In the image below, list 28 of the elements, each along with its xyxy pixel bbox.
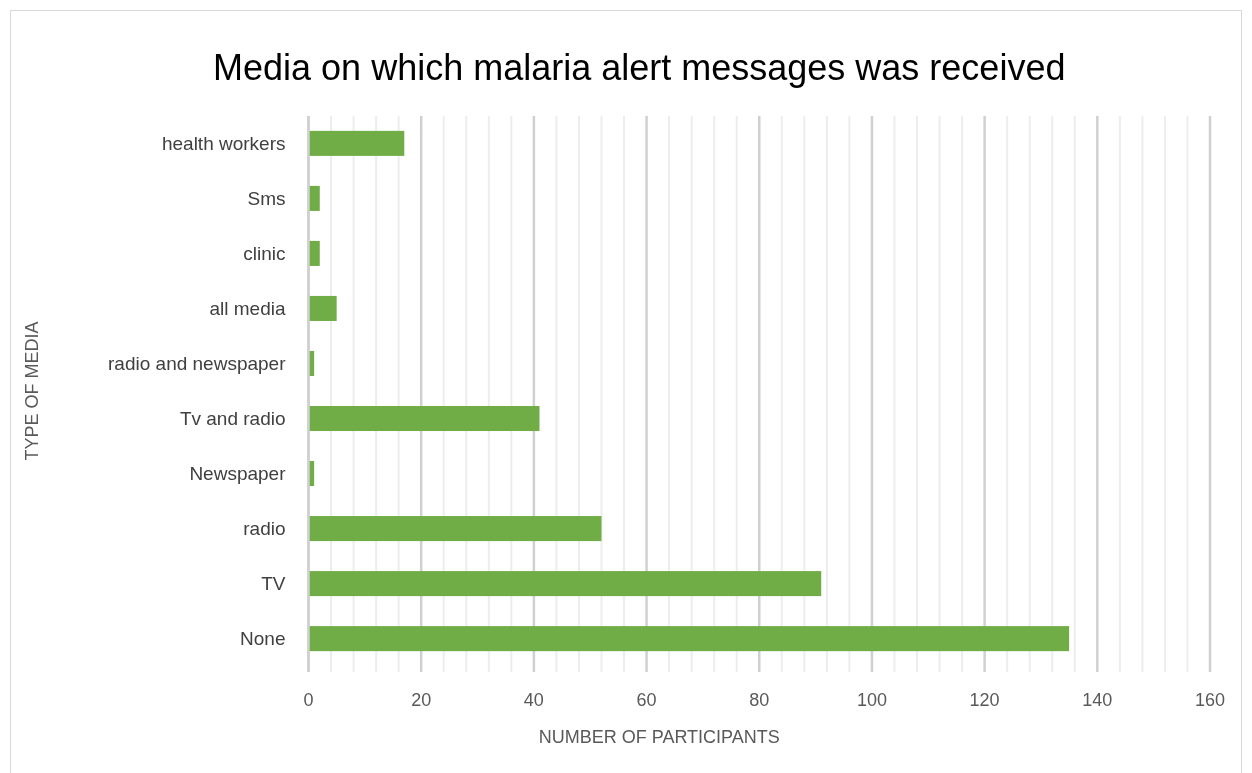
y-tick-label: all media [209, 298, 286, 320]
x-tick-label: 160 [1194, 690, 1226, 710]
x-tick-label: 60 [636, 690, 657, 710]
x-tick-label: 20 [411, 690, 432, 710]
x-tick-label: 100 [856, 690, 887, 710]
bar [308, 295, 337, 321]
y-tick-label: Sms [247, 188, 286, 210]
x-axis-title: NUMBER OF PARTICIPANTS [538, 727, 780, 747]
y-tick-label: Tv and radio [179, 408, 286, 430]
x-tick-label: 140 [1082, 690, 1113, 710]
y-tick-label: TV [261, 573, 286, 595]
y-tick-label: clinic [243, 243, 286, 265]
bar [308, 571, 822, 597]
x-tick-label: 40 [523, 690, 544, 710]
y-axis-title: TYPE OF MEDIA [22, 321, 42, 461]
x-tick-label: 0 [303, 690, 314, 710]
bar [308, 406, 540, 432]
bar [308, 130, 405, 156]
y-tick-label: health workers [161, 133, 286, 155]
y-tick-label: Newspaper [189, 463, 287, 485]
chart-title: Media on which malaria alert messages was received [213, 47, 1066, 88]
bar [308, 626, 1070, 652]
x-tick-label: 120 [969, 690, 1000, 710]
y-tick-label: radio [243, 518, 286, 540]
y-tick-label: radio and newspaper [108, 353, 287, 375]
y-tick-label: None [240, 628, 286, 650]
x-tick-label: 80 [749, 690, 770, 710]
bar [308, 516, 602, 542]
